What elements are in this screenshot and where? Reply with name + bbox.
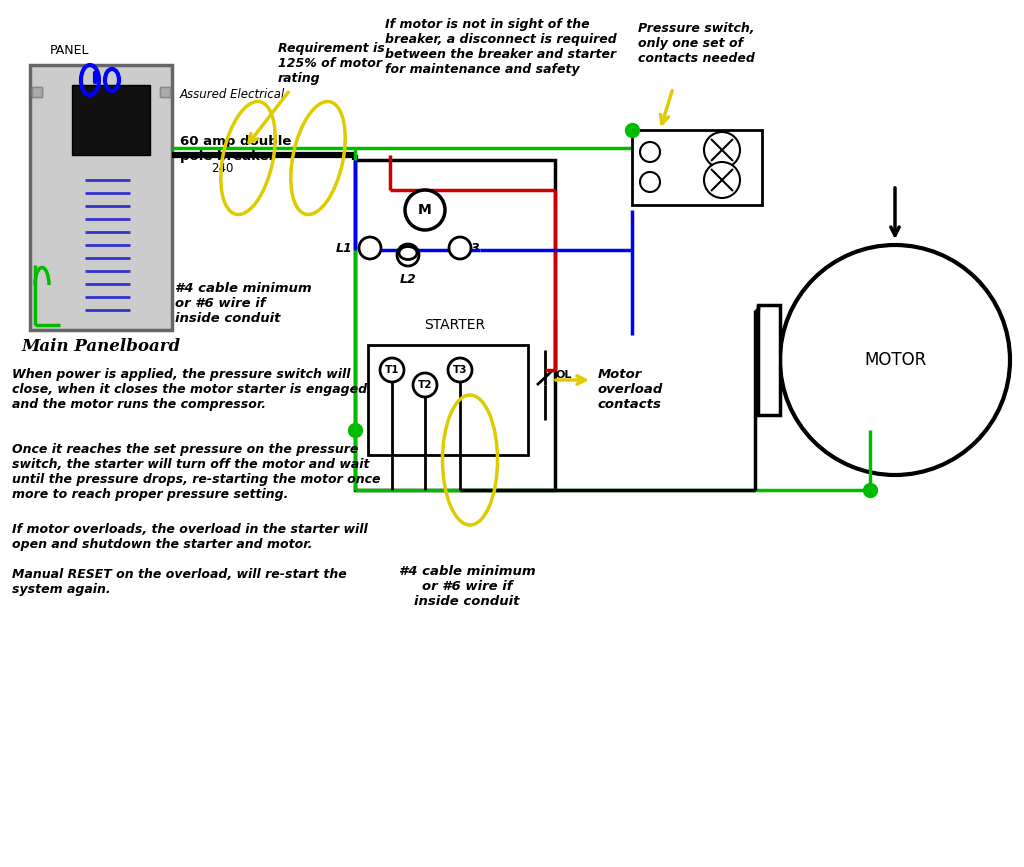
Circle shape [780, 245, 1010, 475]
Bar [160, 87, 170, 97]
Text: T1: T1 [385, 365, 399, 375]
Bar [32, 87, 42, 97]
Ellipse shape [399, 246, 417, 259]
Text: STARTER: STARTER [424, 318, 485, 332]
Text: #4 cable minimum
or #6 wire if
inside conduit: #4 cable minimum or #6 wire if inside co… [398, 565, 536, 608]
Text: M: M [418, 203, 432, 217]
Circle shape [705, 162, 740, 198]
Text: OL: OL [555, 370, 571, 380]
Text: T2: T2 [418, 380, 432, 390]
Circle shape [413, 373, 437, 397]
Bar [355, 160, 555, 490]
Text: Once it reaches the set pressure on the pressure
switch, the starter will turn o: Once it reaches the set pressure on the … [12, 443, 381, 501]
Circle shape [449, 237, 471, 259]
Text: MOTOR: MOTOR [864, 351, 926, 369]
Circle shape [397, 244, 419, 266]
Text: Manual RESET on the overload, will re-start the
system again.: Manual RESET on the overload, will re-st… [12, 568, 347, 596]
Bar [30, 65, 172, 330]
Text: Pressure switch,
only one set of
contacts needed: Pressure switch, only one set of contact… [638, 22, 755, 65]
Circle shape [705, 132, 740, 168]
Circle shape [640, 142, 660, 162]
Text: Assured Electrical: Assured Electrical [180, 88, 286, 101]
Bar [368, 345, 528, 455]
Text: L3: L3 [464, 242, 480, 255]
Text: Requirement is
125% of motor
rating: Requirement is 125% of motor rating [278, 42, 385, 85]
Circle shape [359, 237, 381, 259]
Bar [758, 305, 780, 415]
Text: Main Panelboard: Main Panelboard [22, 338, 180, 355]
Circle shape [380, 358, 404, 382]
Circle shape [406, 190, 445, 230]
Text: 240: 240 [211, 161, 233, 174]
Text: 60 amp double
pole breaker: 60 amp double pole breaker [180, 135, 292, 163]
Text: PANEL: PANEL [50, 44, 89, 57]
Bar [72, 85, 150, 155]
Text: #4 cable minimum
or #6 wire if
inside conduit: #4 cable minimum or #6 wire if inside co… [175, 282, 311, 325]
Text: If motor overloads, the overload in the starter will
open and shutdown the start: If motor overloads, the overload in the … [12, 523, 368, 551]
Text: L2: L2 [399, 273, 417, 286]
Text: When power is applied, the pressure switch will
close, when it closes the motor : When power is applied, the pressure swit… [12, 368, 368, 411]
Text: L1: L1 [335, 242, 352, 255]
Bar [32, 87, 42, 97]
Bar [160, 87, 170, 97]
Text: Motor
overload
contacts: Motor overload contacts [598, 368, 664, 411]
Text: T3: T3 [453, 365, 467, 375]
Text: If motor is not in sight of the
breaker, a disconnect is required
between the br: If motor is not in sight of the breaker,… [385, 18, 616, 76]
Circle shape [640, 172, 660, 192]
Circle shape [449, 358, 472, 382]
Bar [632, 130, 762, 205]
